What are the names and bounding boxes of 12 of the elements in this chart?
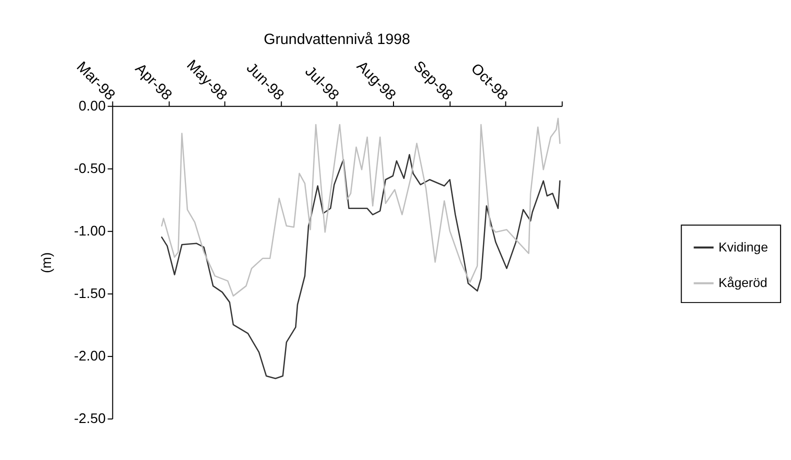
legend-label: Kvidinge bbox=[718, 239, 768, 254]
y-axis-title: (m) bbox=[38, 252, 54, 274]
y-tick-label: -1.50 bbox=[74, 284, 106, 301]
y-tick-label: -2.50 bbox=[74, 410, 106, 426]
chart-title: Grundvattennivå 1998 bbox=[264, 32, 410, 48]
y-tick-label: -2.00 bbox=[74, 347, 106, 364]
line-series bbox=[161, 118, 561, 297]
y-tick-label: 0.00 bbox=[78, 97, 106, 114]
y-tick-label: -0.50 bbox=[74, 160, 106, 176]
y-tick-label: -1.00 bbox=[74, 222, 106, 238]
line-series bbox=[161, 154, 561, 380]
legend-label: Kågeröd bbox=[718, 275, 768, 290]
